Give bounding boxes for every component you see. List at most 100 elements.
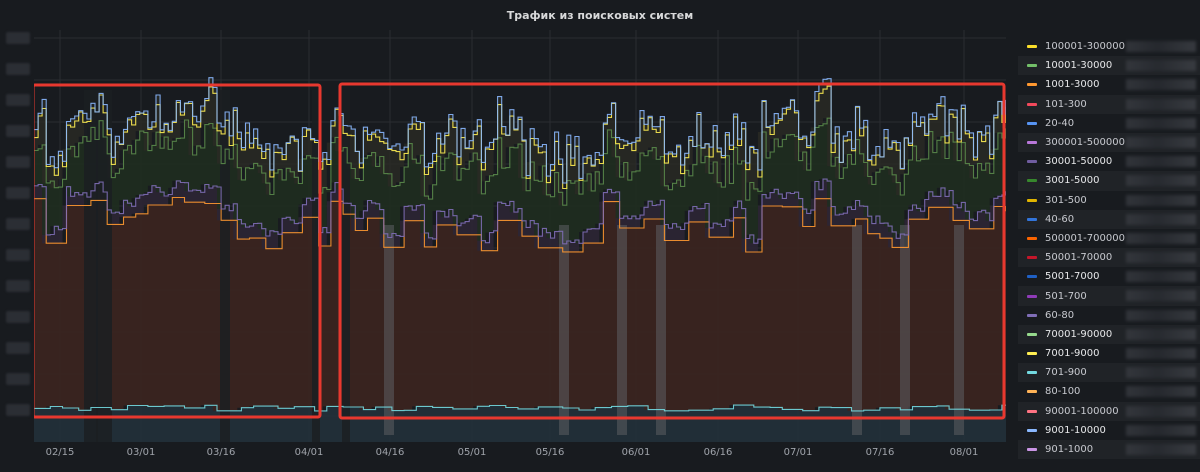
legend-swatch bbox=[1027, 217, 1037, 221]
y-tick-label-redacted bbox=[6, 249, 30, 261]
legend-item[interactable]: 5001-7000 bbox=[1018, 267, 1200, 286]
legend-swatch bbox=[1027, 160, 1037, 164]
redacted-column bbox=[852, 225, 862, 435]
y-tick-label-redacted bbox=[6, 404, 30, 416]
data-gap bbox=[312, 90, 320, 442]
line-series-30001-50000 bbox=[34, 178, 1006, 245]
legend-item[interactable]: 100001-300000 bbox=[1018, 37, 1200, 56]
panel-title: Трафик из поисковых систем bbox=[506, 9, 694, 22]
legend-item[interactable]: 1001-3000 bbox=[1018, 75, 1200, 94]
legend-swatch bbox=[1027, 102, 1037, 106]
area-series-7001-9000 bbox=[34, 77, 1006, 206]
legend-value-redacted bbox=[1126, 328, 1196, 340]
legend-value-redacted bbox=[1126, 79, 1196, 91]
y-tick-label-redacted bbox=[6, 280, 30, 292]
x-tick-label: 03/16 bbox=[206, 447, 236, 458]
legend-label: 3001-5000 bbox=[1045, 175, 1100, 187]
legend-value-redacted bbox=[1126, 175, 1196, 187]
legend-item[interactable]: 30001-50000 bbox=[1018, 152, 1200, 171]
legend-swatch bbox=[1027, 121, 1037, 125]
legend-item[interactable]: 20-40 bbox=[1018, 114, 1200, 133]
legend-label: 80-100 bbox=[1045, 386, 1081, 398]
x-tick-label: 08/01 bbox=[949, 447, 979, 458]
data-gap bbox=[84, 90, 98, 442]
y-tick-label-redacted bbox=[6, 373, 30, 385]
legend-value-redacted bbox=[1126, 386, 1196, 398]
redacted-column bbox=[954, 225, 964, 435]
redacted-column bbox=[384, 225, 394, 435]
legend-item[interactable]: 50001-70000 bbox=[1018, 248, 1200, 268]
legend: 100001-300000 10001-30000 1001-3000 101-300… bbox=[1018, 37, 1200, 462]
y-axis-redacted bbox=[0, 30, 34, 442]
legend-swatch bbox=[1027, 64, 1037, 68]
legend-swatch bbox=[1027, 236, 1037, 240]
legend-swatch bbox=[1027, 198, 1037, 202]
legend-item[interactable]: 901-1000 bbox=[1018, 439, 1200, 460]
legend-item[interactable]: 9001-10000 bbox=[1018, 421, 1200, 440]
highlight-box-left bbox=[34, 83, 322, 419]
legend-label: 5001-7000 bbox=[1045, 271, 1100, 283]
legend-item[interactable]: 90001-100000 bbox=[1018, 401, 1200, 421]
legend-item[interactable]: 40-60 bbox=[1018, 209, 1200, 229]
legend-value-redacted bbox=[1126, 213, 1196, 225]
y-tick-label-redacted bbox=[6, 63, 30, 75]
legend-value-redacted bbox=[1126, 117, 1196, 129]
legend-value-redacted bbox=[1126, 136, 1196, 148]
legend-item[interactable]: 501-700 bbox=[1018, 286, 1200, 306]
legend-swatch bbox=[1027, 141, 1037, 145]
y-tick-label-redacted bbox=[6, 218, 30, 230]
legend-value-redacted bbox=[1126, 309, 1196, 321]
legend-label: 501-700 bbox=[1045, 290, 1087, 302]
legend-swatch bbox=[1027, 409, 1037, 413]
legend-swatch bbox=[1027, 390, 1037, 394]
y-tick-label-redacted bbox=[6, 311, 30, 323]
legend-item[interactable]: 80-100 bbox=[1018, 382, 1200, 401]
legend-label: 300001-500000 bbox=[1045, 137, 1125, 149]
line-series-9001-10000 bbox=[34, 77, 1006, 184]
x-tick-label: 06/01 bbox=[621, 447, 651, 458]
data-gap bbox=[220, 90, 230, 442]
legend-swatch bbox=[1027, 256, 1037, 260]
legend-label: 50001-70000 bbox=[1045, 252, 1113, 264]
legend-label: 7001-9000 bbox=[1045, 348, 1100, 360]
legend-label: 101-300 bbox=[1045, 98, 1087, 110]
y-tick-label-redacted bbox=[6, 156, 30, 168]
redacted-column bbox=[900, 225, 910, 435]
legend-item[interactable]: 500001-700000 bbox=[1018, 229, 1200, 248]
x-tick-label: 04/01 bbox=[294, 447, 324, 458]
y-tick-label-redacted bbox=[6, 125, 30, 137]
legend-label: 90001-100000 bbox=[1045, 405, 1119, 417]
line-series-3001-5000 bbox=[34, 117, 1006, 206]
line-series-1001-3000 bbox=[34, 196, 1006, 253]
legend-item[interactable]: 701-900 bbox=[1018, 363, 1200, 383]
legend-value-redacted bbox=[1126, 405, 1196, 417]
legend-value-redacted bbox=[1126, 98, 1196, 110]
legend-item[interactable]: 7001-9000 bbox=[1018, 344, 1200, 363]
legend-value-redacted bbox=[1126, 367, 1196, 379]
legend-item[interactable]: 60-80 bbox=[1018, 306, 1200, 325]
legend-item[interactable]: 70001-90000 bbox=[1018, 324, 1200, 344]
legend-item[interactable]: 101-300 bbox=[1018, 94, 1200, 114]
legend-item[interactable]: 301-500 bbox=[1018, 191, 1200, 210]
legend-label: 500001-700000 bbox=[1045, 232, 1125, 244]
area-series-1001-3000 bbox=[34, 197, 1006, 411]
legend-swatch bbox=[1027, 428, 1037, 432]
legend-label: 100001-300000 bbox=[1045, 41, 1125, 53]
legend-value-redacted bbox=[1126, 156, 1196, 168]
legend-item[interactable]: 3001-5000 bbox=[1018, 171, 1200, 191]
legend-value-redacted bbox=[1126, 41, 1196, 52]
x-tick-label: 03/01 bbox=[126, 447, 156, 458]
redacted-column bbox=[559, 225, 569, 435]
legend-label: 901-1000 bbox=[1045, 444, 1094, 456]
legend-value-redacted bbox=[1126, 348, 1196, 359]
y-tick-label-redacted bbox=[6, 32, 30, 44]
legend-item[interactable]: 300001-500000 bbox=[1018, 132, 1200, 153]
legend-label: 30001-50000 bbox=[1045, 156, 1113, 168]
legend-swatch bbox=[1027, 448, 1037, 452]
chart-plot-area[interactable] bbox=[34, 30, 1006, 442]
legend-swatch bbox=[1027, 45, 1037, 49]
line-series-701-900 bbox=[34, 404, 1006, 412]
x-tick-label: 07/16 bbox=[865, 447, 895, 458]
legend-item[interactable]: 10001-30000 bbox=[1018, 56, 1200, 76]
